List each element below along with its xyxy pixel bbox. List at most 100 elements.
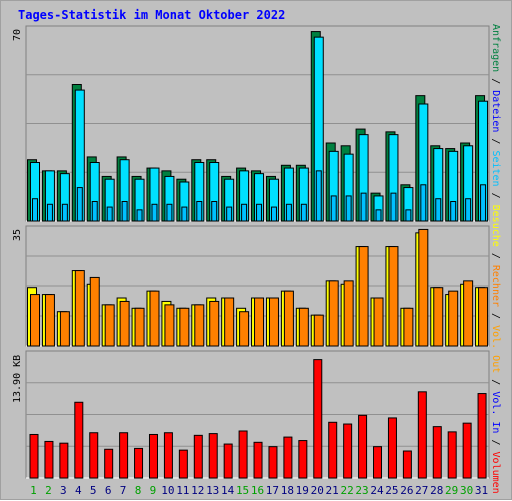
bar-volumen xyxy=(29,433,39,479)
bar-rechner xyxy=(448,290,459,347)
day-label: 28 xyxy=(430,484,443,497)
bar-seiten xyxy=(106,206,113,222)
bar-rechner xyxy=(104,304,115,347)
day-label: 20 xyxy=(311,484,324,497)
bar-volumen xyxy=(119,432,129,479)
bar-seiten xyxy=(136,209,143,222)
bar-rechner xyxy=(134,307,145,347)
day-label: 11 xyxy=(176,484,189,497)
bar-volumen xyxy=(238,430,248,479)
bar-seiten xyxy=(270,206,277,222)
bar-seiten xyxy=(91,201,98,222)
bar-rechner xyxy=(358,246,369,347)
bar-rechner xyxy=(89,276,100,347)
bar-seiten xyxy=(46,203,53,222)
day-label: 16 xyxy=(251,484,264,497)
bar-volumen xyxy=(417,391,427,479)
bar-seiten xyxy=(435,198,442,222)
bar-seiten xyxy=(211,201,218,222)
day-label: 18 xyxy=(281,484,294,497)
day-label: 17 xyxy=(266,484,279,497)
bar-volumen xyxy=(402,450,412,479)
bar-rechner xyxy=(30,294,40,347)
bar-rechner xyxy=(283,290,294,347)
bar-rechner xyxy=(268,297,279,347)
bar-volumen xyxy=(358,414,368,479)
bar-seiten xyxy=(315,170,322,222)
bar-seiten xyxy=(300,203,307,222)
bar-volumen xyxy=(178,449,188,479)
bar-volumen xyxy=(328,421,338,479)
day-label: 24 xyxy=(370,484,384,497)
day-label: 6 xyxy=(105,484,112,497)
day-label: 8 xyxy=(135,484,142,497)
bar-rechner xyxy=(209,300,220,347)
bar-volumen xyxy=(387,417,397,479)
bar-volumen xyxy=(313,359,323,479)
bar-seiten xyxy=(480,184,487,222)
bar-rechner xyxy=(298,307,309,347)
bar-rechner xyxy=(388,246,399,347)
bar-seiten xyxy=(360,192,367,222)
day-label: 1 xyxy=(30,484,37,497)
bar-seiten xyxy=(166,203,173,222)
bar-volumen xyxy=(134,447,144,479)
day-label: 31 xyxy=(475,484,488,497)
bar-rechner xyxy=(239,311,250,347)
bar-rechner xyxy=(194,304,205,347)
day-label: 4 xyxy=(75,484,82,497)
bar-volumen xyxy=(223,443,233,479)
bar-seiten xyxy=(61,203,68,222)
bar-volumen xyxy=(74,401,84,479)
bar-volumen xyxy=(477,393,487,479)
day-label: 30 xyxy=(460,484,473,497)
day-label: 14 xyxy=(221,484,235,497)
day-label: 29 xyxy=(445,484,458,497)
bar-rechner xyxy=(343,280,354,347)
day-label: 3 xyxy=(60,484,67,497)
bar-volumen xyxy=(208,433,218,479)
bar-rechner xyxy=(59,311,70,347)
day-label: 27 xyxy=(415,484,428,497)
bar-seiten xyxy=(121,201,128,222)
bar-volumen xyxy=(447,431,457,479)
bar-volumen xyxy=(253,441,263,479)
bar-seiten xyxy=(330,195,337,222)
bar-seiten xyxy=(420,184,427,222)
bar-volumen xyxy=(104,448,114,479)
bar-volumen xyxy=(343,423,353,479)
bar-volumen xyxy=(89,432,99,479)
bar-seiten xyxy=(241,203,248,222)
bar-rechner xyxy=(224,297,235,347)
bar-volumen xyxy=(268,446,278,479)
bar-volumen xyxy=(44,440,54,479)
day-label: 23 xyxy=(355,484,368,497)
day-label: 25 xyxy=(385,484,398,497)
bar-rechner xyxy=(313,314,324,347)
day-label: 26 xyxy=(400,484,413,497)
bar-rechner xyxy=(478,287,489,347)
day-label: 10 xyxy=(161,484,174,497)
bar-rechner xyxy=(463,280,474,347)
day-label: 9 xyxy=(150,484,157,497)
bar-volumen xyxy=(59,442,69,479)
bar-rechner xyxy=(433,287,444,347)
bar-rechner xyxy=(403,307,414,347)
bar-rechner xyxy=(418,228,429,347)
bar-volumen xyxy=(148,433,158,479)
bar-seiten xyxy=(76,187,83,222)
bar-rechner xyxy=(254,297,265,347)
day-label: 5 xyxy=(90,484,97,497)
bar-rechner xyxy=(179,307,190,347)
bar-rechner xyxy=(44,294,55,347)
day-label: 22 xyxy=(340,484,353,497)
day-label: 19 xyxy=(296,484,309,497)
bar-volumen xyxy=(193,434,203,479)
bar-rechner xyxy=(149,290,160,347)
bar-rechner xyxy=(74,270,85,347)
bar-volumen xyxy=(462,422,472,479)
bar-volumen xyxy=(432,426,442,479)
bar-seiten xyxy=(181,206,188,222)
